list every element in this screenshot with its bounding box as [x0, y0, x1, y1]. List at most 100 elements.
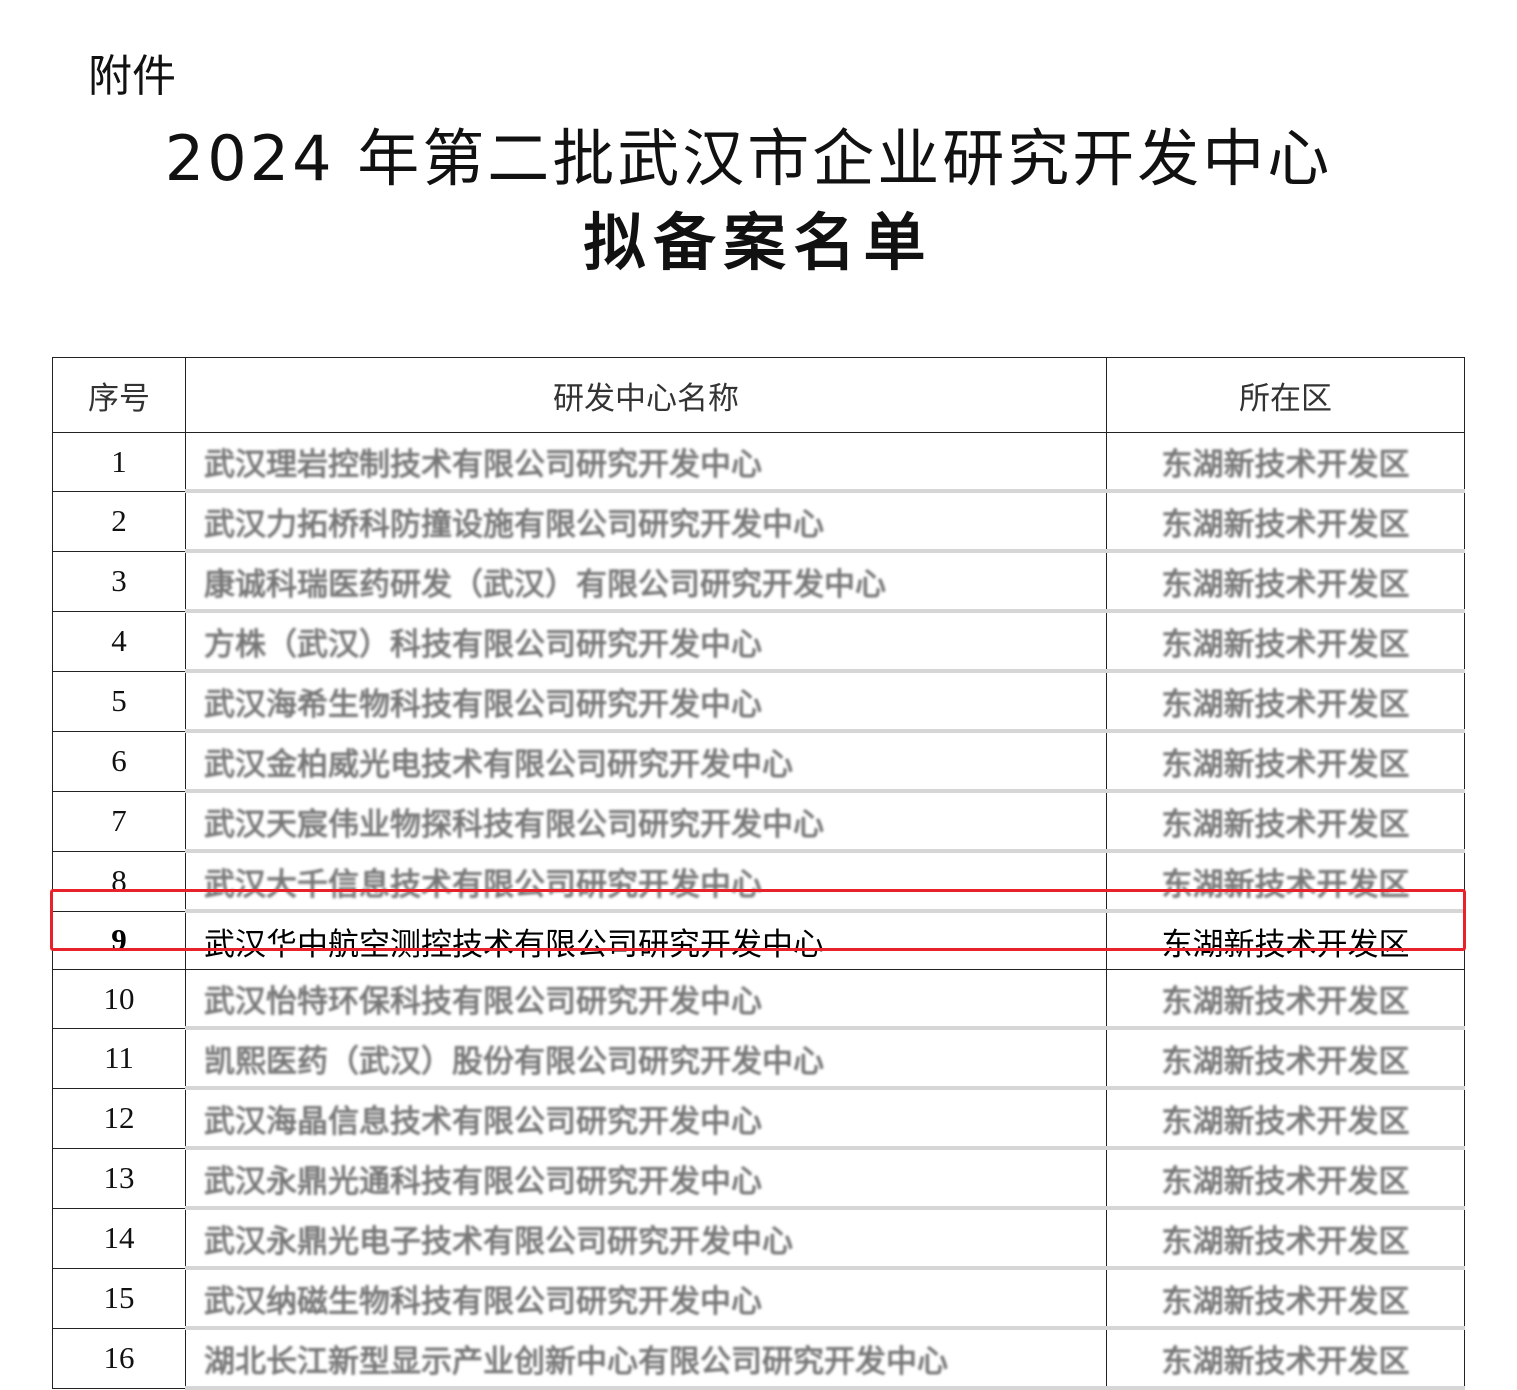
district: 东湖新技术开发区: [1106, 910, 1465, 970]
row-number: 11: [52, 1027, 186, 1089]
district-text: 东湖新技术开发区: [1161, 1103, 1410, 1140]
rd-center-name-text: 湖北长江新型显示产业创新中心有限公司研究开发中心: [204, 1343, 948, 1380]
district-text: 东湖新技术开发区: [1161, 1343, 1410, 1380]
table-row-highlighted: 9 武汉华中航空测控技术有限公司研究开发中心 东湖新技术开发区: [52, 910, 1465, 970]
district: 东湖新技术开发区: [1106, 1027, 1465, 1090]
table-row: 10 武汉怡特环保科技有限公司研究开发中心 东湖新技术开发区: [52, 969, 1465, 1030]
rd-center-name: 武汉海希生物科技有限公司研究开发中心: [185, 670, 1107, 733]
row-number: 5: [52, 670, 186, 732]
rd-center-name-text: 武汉大千信息技术有限公司研究开发中心: [204, 866, 762, 903]
row-number: 7: [52, 790, 186, 852]
rd-center-name: 武汉华中航空测控技术有限公司研究开发中心: [185, 910, 1107, 970]
district: 东湖新技术开发区: [1106, 550, 1465, 613]
table-row: 14 武汉永鼎光电子技术有限公司研究开发中心 东湖新技术开发区: [52, 1207, 1465, 1270]
district-text: 东湖新技术开发区: [1161, 686, 1410, 723]
rd-center-name-text: 武汉金柏威光电技术有限公司研究开发中心: [204, 746, 793, 783]
rd-center-name-text: 武汉华中航空测控技术有限公司研究开发中心: [204, 926, 824, 963]
row-number: 3: [52, 550, 186, 612]
rd-center-name-text: 武汉怡特环保科技有限公司研究开发中心: [204, 983, 762, 1020]
rd-center-name: 武汉怡特环保科技有限公司研究开发中心: [185, 969, 1107, 1030]
district: 东湖新技术开发区: [1106, 730, 1465, 793]
rd-center-name: 武汉金柏威光电技术有限公司研究开发中心: [185, 730, 1107, 793]
district-text: 东湖新技术开发区: [1161, 983, 1410, 1020]
table-row: 13 武汉永鼎光通科技有限公司研究开发中心 东湖新技术开发区: [52, 1147, 1465, 1210]
district-text: 东湖新技术开发区: [1161, 1043, 1410, 1080]
rd-center-name: 武汉永鼎光电子技术有限公司研究开发中心: [185, 1207, 1107, 1270]
rd-center-name-text: 武汉永鼎光电子技术有限公司研究开发中心: [204, 1223, 793, 1260]
district-text: 东湖新技术开发区: [1161, 626, 1410, 663]
rd-center-name: 武汉海晶信息技术有限公司研究开发中心: [185, 1087, 1107, 1150]
rd-center-name: 康诚科瑞医药研发（武汉）有限公司研究开发中心: [185, 550, 1107, 613]
table-row: 5 武汉海希生物科技有限公司研究开发中心 东湖新技术开发区: [52, 670, 1465, 733]
row-number: 15: [52, 1267, 186, 1329]
district-text: 东湖新技术开发区: [1161, 746, 1410, 783]
row-number: 4: [52, 610, 186, 672]
row-number: 13: [52, 1147, 186, 1209]
table-row: 16 湖北长江新型显示产业创新中心有限公司研究开发中心 东湖新技术开发区: [52, 1327, 1465, 1390]
rd-center-name: 武汉永鼎光通科技有限公司研究开发中心: [185, 1147, 1107, 1210]
row-number: 8: [52, 850, 186, 912]
table-header-row: 序号 研发中心名称 所在区: [52, 357, 1465, 433]
row-number: 2: [52, 490, 186, 552]
district-text: 东湖新技术开发区: [1161, 1223, 1410, 1260]
rd-center-name-text: 武汉永鼎光通科技有限公司研究开发中心: [204, 1163, 762, 1200]
table-row: 7 武汉天宸伟业物探科技有限公司研究开发中心 东湖新技术开发区: [52, 790, 1465, 853]
rd-center-name-text: 武汉理岩控制技术有限公司研究开发中心: [204, 446, 762, 483]
rd-center-name: 武汉力拓桥科防撞设施有限公司研究开发中心: [185, 490, 1107, 553]
rd-center-table: 序号 研发中心名称 所在区 1 武汉理岩控制技术有限公司研究开发中心 东湖新技术…: [52, 357, 1465, 1390]
table-row: 1 武汉理岩控制技术有限公司研究开发中心 东湖新技术开发区: [52, 432, 1465, 493]
district: 东湖新技术开发区: [1106, 1087, 1465, 1150]
table-row: 6 武汉金柏威光电技术有限公司研究开发中心 东湖新技术开发区: [52, 730, 1465, 793]
document-title: 2024 年第二批武汉市企业研究开发中心: [164, 122, 1333, 195]
row-number: 14: [52, 1207, 186, 1269]
rd-center-name-text: 方株（武汉）科技有限公司研究开发中心: [204, 626, 762, 663]
rd-center-name: 凯熙医药（武汉）股份有限公司研究开发中心: [185, 1027, 1107, 1090]
row-number: 9: [52, 910, 186, 970]
header-no: 序号: [52, 357, 186, 433]
header-name: 研发中心名称: [185, 357, 1107, 433]
table-row: 11 凯熙医药（武汉）股份有限公司研究开发中心 东湖新技术开发区: [52, 1027, 1465, 1090]
rd-center-name-text: 康诚科瑞医药研发（武汉）有限公司研究开发中心: [204, 566, 886, 603]
row-number: 12: [52, 1087, 186, 1149]
rd-center-name-text: 武汉纳磁生物科技有限公司研究开发中心: [204, 1283, 762, 1320]
district-text: 东湖新技术开发区: [1161, 926, 1410, 963]
district-text: 东湖新技术开发区: [1161, 506, 1410, 543]
rd-center-name: 武汉纳磁生物科技有限公司研究开发中心: [185, 1267, 1107, 1330]
district: 东湖新技术开发区: [1106, 969, 1465, 1030]
header-district: 所在区: [1106, 357, 1465, 433]
district-text: 东湖新技术开发区: [1161, 1283, 1410, 1320]
rd-center-name-text: 武汉海晶信息技术有限公司研究开发中心: [204, 1103, 762, 1140]
table-row: 4 方株（武汉）科技有限公司研究开发中心 东湖新技术开发区: [52, 610, 1465, 673]
table-row: 3 康诚科瑞医药研发（武汉）有限公司研究开发中心 东湖新技术开发区: [52, 550, 1465, 613]
rd-center-name-text: 武汉力拓桥科防撞设施有限公司研究开发中心: [204, 506, 824, 543]
rd-center-name-text: 武汉海希生物科技有限公司研究开发中心: [204, 686, 762, 723]
district: 东湖新技术开发区: [1106, 610, 1465, 673]
rd-center-name: 武汉理岩控制技术有限公司研究开发中心: [185, 432, 1107, 493]
table-row: 8 武汉大千信息技术有限公司研究开发中心 东湖新技术开发区: [52, 850, 1465, 913]
rd-center-name: 武汉大千信息技术有限公司研究开发中心: [185, 850, 1107, 913]
district: 东湖新技术开发区: [1106, 1327, 1465, 1390]
district: 东湖新技术开发区: [1106, 432, 1465, 493]
district: 东湖新技术开发区: [1106, 1147, 1465, 1210]
row-number: 16: [52, 1327, 186, 1389]
district: 东湖新技术开发区: [1106, 670, 1465, 733]
district: 东湖新技术开发区: [1106, 490, 1465, 553]
district-text: 东湖新技术开发区: [1161, 806, 1410, 843]
district-text: 东湖新技术开发区: [1161, 866, 1410, 903]
row-number: 6: [52, 730, 186, 792]
district-text: 东湖新技术开发区: [1161, 446, 1410, 483]
district-text: 东湖新技术开发区: [1161, 1163, 1410, 1200]
rd-center-name: 方株（武汉）科技有限公司研究开发中心: [185, 610, 1107, 673]
district: 东湖新技术开发区: [1106, 850, 1465, 913]
rd-center-name-text: 武汉天宸伟业物探科技有限公司研究开发中心: [204, 806, 824, 843]
table-row: 15 武汉纳磁生物科技有限公司研究开发中心 东湖新技术开发区: [52, 1267, 1465, 1330]
district: 东湖新技术开发区: [1106, 790, 1465, 853]
attachment-label: 附件: [88, 51, 176, 102]
table-row: 12 武汉海晶信息技术有限公司研究开发中心 东湖新技术开发区: [52, 1087, 1465, 1150]
row-number: 1: [52, 432, 186, 492]
district: 东湖新技术开发区: [1106, 1207, 1465, 1270]
rd-center-name: 武汉天宸伟业物探科技有限公司研究开发中心: [185, 790, 1107, 853]
rd-center-name-text: 凯熙医药（武汉）股份有限公司研究开发中心: [204, 1043, 824, 1080]
table-row: 2 武汉力拓桥科防撞设施有限公司研究开发中心 东湖新技术开发区: [52, 490, 1465, 553]
district-text: 东湖新技术开发区: [1161, 566, 1410, 603]
